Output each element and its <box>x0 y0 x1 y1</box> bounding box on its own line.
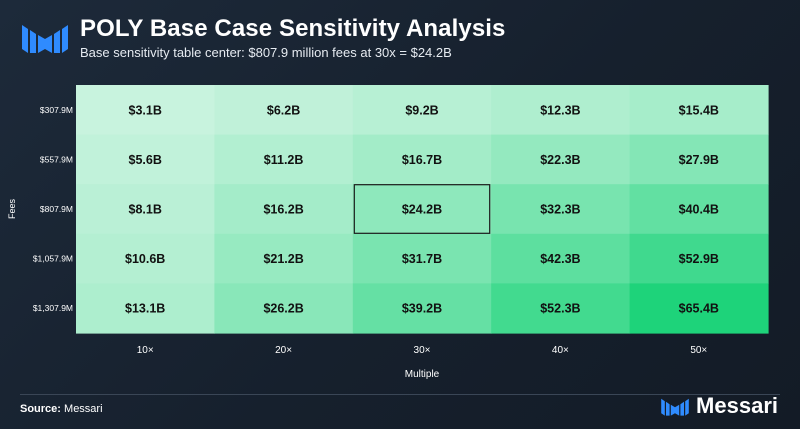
heatmap-cell <box>629 134 769 185</box>
heatmap-cell <box>491 134 631 185</box>
heatmap-cell <box>76 283 215 334</box>
heatmap-cell <box>76 233 215 284</box>
x-tick-label: 20× <box>275 345 292 356</box>
cell-value-label: $3.1B <box>129 103 162 117</box>
cell-value-label: $9.2B <box>405 103 438 117</box>
cell-value-label: $26.2B <box>263 302 303 316</box>
cell-value-label: $16.2B <box>263 203 303 217</box>
brand-name: Messari <box>696 393 778 418</box>
cell-value-label: $12.3B <box>540 103 580 117</box>
heatmap-cell <box>491 85 631 136</box>
y-tick-label: $807.9M <box>40 204 73 214</box>
cell-value-label: $15.4B <box>679 103 719 117</box>
source-name: Messari <box>64 403 103 415</box>
y-tick-label: $1,307.9M <box>33 303 73 313</box>
cell-value-label: $11.2B <box>264 153 304 167</box>
heatmap-cell <box>629 283 769 334</box>
cell-value-label: $24.2B <box>402 203 442 217</box>
messari-brand-icon <box>661 398 689 416</box>
source-label: Source: <box>20 403 61 415</box>
heatmap-cell <box>491 283 631 334</box>
heatmap-cell <box>352 283 492 334</box>
cell-value-label: $22.3B <box>540 153 580 167</box>
y-tick-label: $557.9M <box>40 154 73 164</box>
heatmap-cell <box>629 233 769 284</box>
cell-value-label: $65.4B <box>679 302 719 316</box>
heatmap-cell <box>214 85 354 136</box>
footer-divider <box>20 394 780 395</box>
cell-value-label: $39.2B <box>402 302 442 316</box>
page-subtitle: Base sensitivity table center: $807.9 mi… <box>80 44 452 60</box>
source-note: Source: Messari <box>20 403 103 415</box>
cell-value-label: $6.2B <box>267 103 300 117</box>
heatmap-cell <box>629 184 769 235</box>
cell-value-label: $52.9B <box>679 252 719 266</box>
cell-value-label: $40.4B <box>679 203 719 217</box>
cell-value-label: $16.7B <box>402 153 442 167</box>
cell-value-label: $13.1B <box>125 302 165 316</box>
heatmap-cell <box>491 233 631 284</box>
y-tick-label: $1,057.9M <box>33 254 73 264</box>
cell-value-label: $5.6B <box>129 153 162 167</box>
heatmap-cell <box>352 184 492 235</box>
x-tick-label: 10× <box>137 345 154 356</box>
heatmap-cell <box>76 184 215 235</box>
heatmap-cell <box>629 85 769 136</box>
cell-value-label: $27.9B <box>679 153 719 167</box>
highlight-box <box>353 184 491 234</box>
heatmap-cell <box>214 184 354 235</box>
brand: Messari <box>660 393 778 419</box>
messari-logo-icon <box>22 25 68 53</box>
cell-value-label: $52.3B <box>540 302 580 316</box>
cell-value-label: $31.7B <box>402 252 442 266</box>
heatmap-cell <box>491 184 631 235</box>
cell-value-label: $21.2B <box>263 252 303 266</box>
cell-value-label: $42.3B <box>540 252 580 266</box>
heatmap-cell <box>214 283 354 334</box>
x-tick-label: 50× <box>690 345 707 356</box>
header: POLY Base Case Sensitivity Analysis Base… <box>20 12 506 62</box>
page-title: POLY Base Case Sensitivity Analysis <box>80 14 506 42</box>
heatmap-cell <box>76 134 215 185</box>
heatmap-cell <box>352 134 492 185</box>
heatmap-cell <box>214 134 354 185</box>
heatmap-cell <box>214 233 354 284</box>
heatmap-cell <box>352 85 492 136</box>
x-tick-label: 30× <box>414 345 431 356</box>
heatmap-cell <box>352 233 492 284</box>
x-axis-label: Multiple <box>405 369 440 380</box>
y-tick-label: $307.9M <box>40 105 73 115</box>
heatmap-cell <box>76 85 215 136</box>
x-tick-label: 40× <box>552 345 569 356</box>
cell-value-label: $8.1B <box>129 203 162 217</box>
cell-value-label: $32.3B <box>540 203 580 217</box>
y-axis-label: Fees <box>7 198 17 219</box>
cell-value-label: $10.6B <box>125 252 165 266</box>
